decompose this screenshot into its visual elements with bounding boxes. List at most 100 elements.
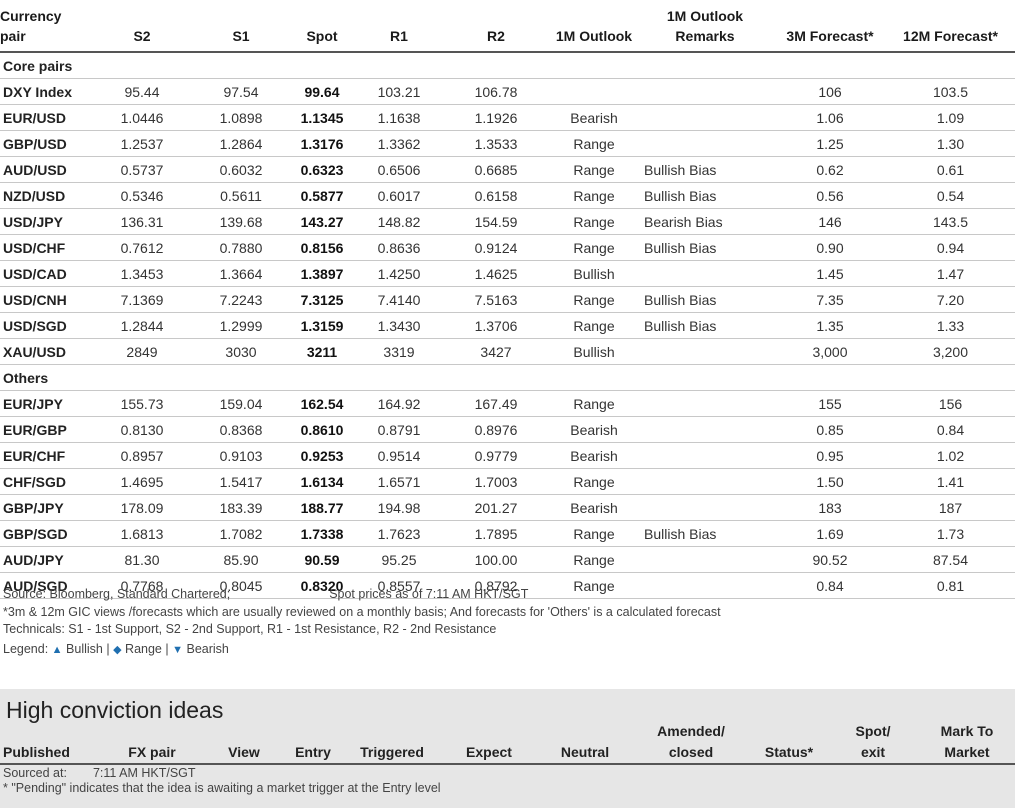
hc-header-neutral: Neutral [560, 744, 610, 760]
spot-cell: 1.6134 [300, 473, 344, 490]
forecast-note: *3m & 12m GIC views /forecasts which are… [3, 604, 721, 619]
section-row: Core pairs [0, 52, 1015, 79]
s1-cell: 0.7880 [219, 239, 263, 256]
forecast-3m-cell: 0.84 [816, 577, 844, 594]
r1-cell: 1.1638 [377, 109, 421, 126]
header-spot: Spot [286, 0, 358, 53]
outlook-cell: Bullish [573, 343, 615, 360]
pair-cell: EUR/GBP [3, 421, 67, 438]
pair-cell: AUD/USD [3, 161, 67, 178]
table-row: EUR/USD 1.0446 1.0898 1.1345 1.1638 1.1926 Bea… [0, 105, 1015, 131]
table-row: USD/CHF 0.7612 0.7880 0.8156 0.8636 0.9124 Ran… [0, 235, 1015, 261]
forecast-12m-cell: 1.33 [936, 317, 965, 334]
pair-cell: AUD/SGD [3, 577, 68, 594]
pair-cell: GBP/JPY [3, 499, 64, 516]
forecast-3m-cell: 183 [818, 499, 842, 516]
hc-header-spot-exit: Spot/ exit [855, 723, 891, 760]
spot-cell: 0.6323 [300, 161, 344, 178]
header-r1: R1 [358, 0, 440, 53]
table-row: DXY Index 95.44 97.54 99.64 103.21 106.78 106 1… [0, 79, 1015, 105]
high-conviction-divider [0, 763, 1015, 765]
spot-cell: 0.8156 [300, 239, 344, 256]
remarks-cell [636, 391, 774, 417]
spot-cell: 1.3176 [300, 135, 344, 152]
hc-header-triggered: Triggered [360, 744, 424, 760]
forecast-12m-cell: 187 [938, 499, 963, 516]
triangle-down-icon: ▼ [172, 644, 183, 656]
r2-cell: 0.6158 [474, 187, 518, 204]
legend-bullish: Bullish [66, 642, 103, 656]
legend-range: Range [125, 642, 162, 656]
pair-cell: NZD/USD [3, 187, 66, 204]
spot-cell: 143.27 [300, 213, 344, 230]
legend-bearish: Bearish [186, 642, 229, 656]
remarks-cell [636, 417, 774, 443]
r2-cell: 0.9779 [474, 447, 518, 464]
r1-cell: 1.7623 [377, 525, 421, 542]
s1-cell: 1.0898 [219, 109, 263, 126]
spot-cell: 162.54 [300, 395, 344, 412]
s2-cell: 1.2537 [120, 135, 164, 152]
header-currency-pair: Currency pair [0, 0, 88, 53]
s2-cell: 1.6813 [120, 525, 164, 542]
r1-cell: 194.98 [377, 499, 421, 516]
forecast-12m-cell: 0.94 [936, 239, 965, 256]
r2-cell: 0.8792 [474, 577, 518, 594]
remarks-cell: Bullish Bias [644, 161, 717, 178]
forecast-12m-cell: 0.84 [936, 421, 965, 438]
forecast-12m-cell: 87.54 [932, 551, 969, 568]
spot-cell: 1.3897 [300, 265, 344, 282]
pair-cell: USD/CHF [3, 239, 66, 256]
fx-forecast-table: Currency pair S2 S1 Spot R1 R2 1M Outloo… [0, 0, 1015, 599]
s1-cell: 0.9103 [219, 447, 263, 464]
spot-cell: 0.9253 [300, 447, 344, 464]
outlook-cell: Range [573, 395, 615, 412]
s1-cell: 85.90 [223, 551, 259, 568]
high-conviction-title: High conviction ideas [6, 697, 224, 723]
forecast-3m-cell: 155 [818, 395, 842, 412]
forecast-12m-cell: 0.54 [936, 187, 965, 204]
remarks-cell: Bullish Bias [644, 239, 717, 256]
outlook-cell: Bearish [570, 499, 618, 516]
forecast-12m-cell: 156 [938, 395, 963, 412]
s2-cell: 2849 [126, 343, 158, 360]
forecast-3m-cell: 0.90 [816, 239, 844, 256]
outlook-cell: Range [573, 551, 615, 568]
outlook-cell: Bearish [570, 447, 618, 464]
r1-cell: 0.8557 [377, 577, 421, 594]
sourced-line: Sourced at: 7:11 AM HKT/SGT [3, 766, 441, 781]
pair-cell: GBP/USD [3, 135, 67, 152]
hc-header-view: View [228, 744, 260, 760]
forecast-12m-cell: 1.02 [936, 447, 965, 464]
section-title: Others [3, 369, 49, 386]
legend: Legend: ▲ Bullish | ◆ Range | ▼ Bearish [3, 642, 229, 656]
table-row: GBP/SGD 1.6813 1.7082 1.7338 1.7623 1.7895 Ran… [0, 521, 1015, 547]
forecast-3m-cell: 0.85 [816, 421, 844, 438]
s1-cell: 3030 [225, 343, 257, 360]
r1-cell: 1.6571 [377, 473, 421, 490]
s2-cell: 0.7612 [120, 239, 164, 256]
forecast-12m-cell: 1.73 [936, 525, 965, 542]
outlook-cell [552, 79, 636, 105]
pair-cell: USD/CAD [3, 265, 67, 282]
s2-cell: 1.2844 [120, 317, 164, 334]
s2-cell: 0.5737 [120, 161, 164, 178]
r2-cell: 154.59 [474, 213, 518, 230]
s2-cell: 155.73 [120, 395, 164, 412]
fx-table-body: Core pairs DXY Index 95.44 97.54 99.64 103.21… [0, 52, 1015, 599]
r2-cell: 1.4625 [474, 265, 518, 282]
forecast-3m-cell: 90.52 [812, 551, 848, 568]
r2-cell: 0.6685 [474, 161, 518, 178]
s2-cell: 136.31 [120, 213, 164, 230]
source-text: Source: Bloomberg, Standard Chartered; [3, 587, 231, 601]
r1-cell: 0.8636 [377, 239, 421, 256]
r1-cell: 0.9514 [377, 447, 421, 464]
s2-cell: 1.3453 [120, 265, 164, 282]
forecast-12m-cell: 0.81 [936, 577, 965, 594]
remarks-cell: Bullish Bias [644, 525, 717, 542]
header-s2: S2 [88, 0, 196, 53]
r1-cell: 0.8791 [377, 421, 421, 438]
spot-cell: 3211 [306, 343, 338, 360]
r2-cell: 167.49 [474, 395, 518, 412]
remarks-cell [636, 495, 774, 521]
